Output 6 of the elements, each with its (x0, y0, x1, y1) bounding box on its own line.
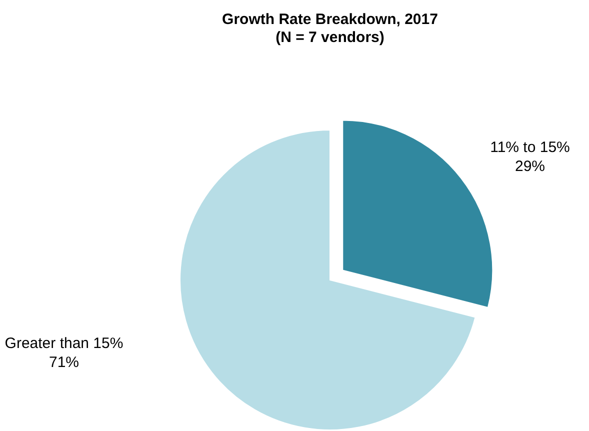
slice-label: 11% to 15% (490, 139, 570, 156)
data-label: 29% (514, 158, 546, 175)
slice-label: Greater than 15% (4, 335, 124, 352)
chart-subtitle: (N = 7 vendors) (276, 29, 384, 46)
data-label: 71% (48, 354, 80, 371)
chart-title: Growth Rate Breakdown, 2017 (222, 11, 438, 28)
